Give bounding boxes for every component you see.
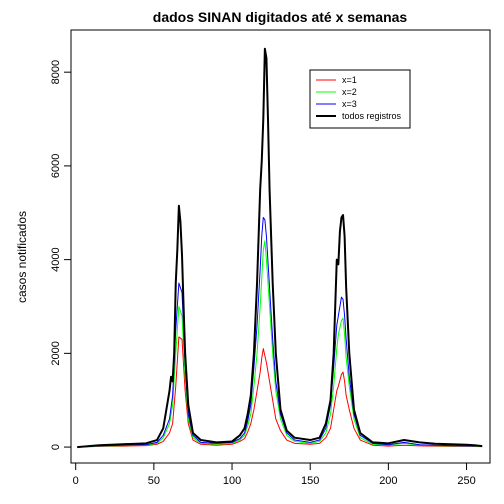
series-line-4 (77, 47, 483, 449)
x-tick-label: 200 (379, 475, 397, 487)
x-tick-label: 50 (148, 475, 160, 487)
series-lines (77, 47, 483, 449)
y-axis: 0 2000 4000 6000 8000 (50, 60, 72, 450)
x-axis: 0 50 100 150 200 250 (73, 462, 476, 487)
y-tick-label: 0 (50, 444, 62, 450)
x-tick-label: 250 (457, 475, 475, 487)
y-tick-label: 4000 (50, 247, 62, 271)
series-line-2 (77, 240, 483, 448)
x-tick-label: 100 (223, 475, 241, 487)
legend-label: x=2 (342, 87, 357, 97)
legend-label: x=1 (342, 75, 357, 85)
legend-label: x=3 (342, 99, 357, 109)
y-tick-label: 8000 (50, 60, 62, 84)
y-tick-label: 6000 (50, 154, 62, 178)
x-tick-label: 150 (301, 475, 319, 487)
legend-box (309, 69, 411, 129)
chart-title: dados SINAN digitados até x semanas (153, 9, 408, 25)
x-tick-label: 0 (73, 475, 79, 487)
y-tick-label: 2000 (50, 341, 62, 365)
series-line-1 (77, 336, 483, 448)
y-axis-label: casos notificados (15, 211, 29, 303)
legend: x=1 x=2 x=3 todos registros (309, 69, 411, 129)
legend-label: todos registros (342, 111, 402, 121)
